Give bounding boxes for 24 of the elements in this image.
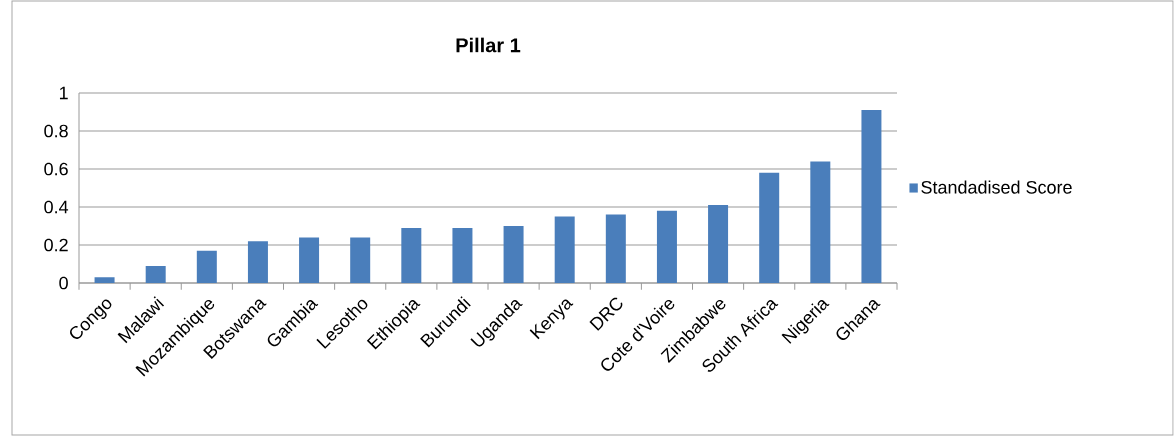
bar xyxy=(503,226,524,283)
bar xyxy=(196,250,217,283)
y-tick-label: 0 xyxy=(59,276,68,290)
bar xyxy=(401,227,422,283)
bar xyxy=(299,237,320,283)
bar xyxy=(759,172,780,283)
y-tick-label: 0.4 xyxy=(44,200,69,214)
bar xyxy=(452,227,473,283)
bar xyxy=(350,237,371,283)
legend-label: Standadised Score xyxy=(921,180,1072,194)
bar xyxy=(708,205,729,283)
bar xyxy=(605,214,626,283)
bar xyxy=(145,265,166,283)
bar xyxy=(656,210,677,283)
y-tick-label: 0.8 xyxy=(44,124,68,138)
chart-title: Pillar 1 xyxy=(456,37,521,53)
y-tick-label: 0.6 xyxy=(44,162,68,176)
y-tick-label: 1 xyxy=(59,86,68,100)
bar xyxy=(247,241,268,283)
y-tick-label: 0.2 xyxy=(44,238,68,252)
bar xyxy=(861,110,882,283)
bar xyxy=(554,216,575,283)
bar xyxy=(810,161,831,283)
bar xyxy=(94,277,115,283)
